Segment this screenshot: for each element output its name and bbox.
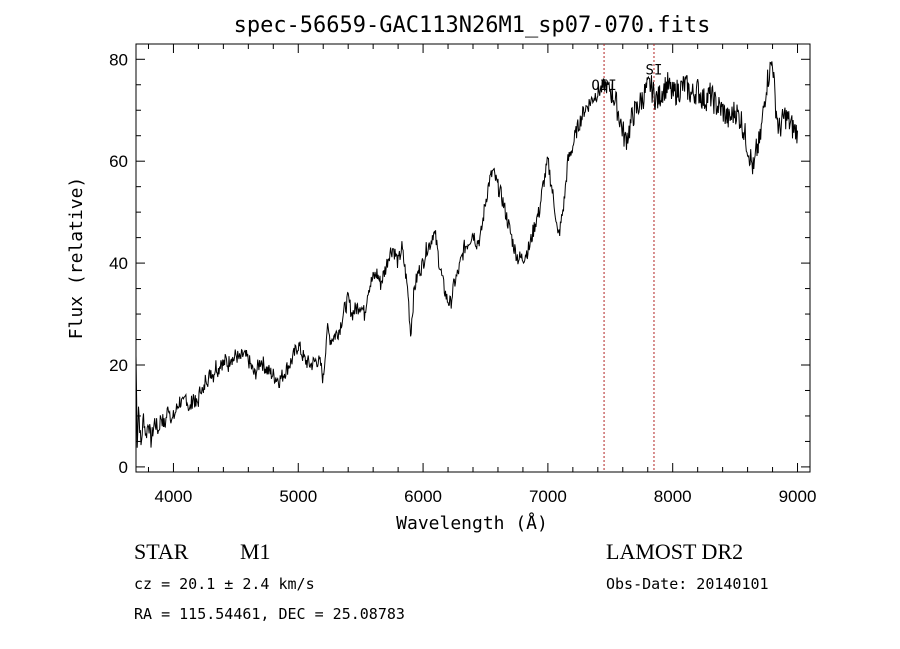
object-subclass: M1: [240, 539, 271, 564]
y-axis-label: Flux (relative): [66, 177, 87, 340]
x-tick-label: 9000: [779, 487, 817, 506]
x-tick-label: 6000: [404, 487, 442, 506]
survey-name: LAMOST DR2: [606, 539, 743, 564]
marker-label: SI: [646, 63, 663, 79]
y-tick-label: 40: [109, 254, 128, 273]
y-tick-label: 0: [119, 458, 128, 477]
coordinates-text: RA = 115.54461, DEC = 25.08783: [134, 605, 405, 623]
plot-frame: [135, 43, 811, 473]
x-tick-label: 5000: [279, 487, 317, 506]
axis-ticks: 4000 5000 6000 7000 8000 9000 0 20 40 60 80: [109, 44, 816, 506]
x-tick-label: 4000: [155, 487, 193, 506]
y-tick-label: 60: [109, 152, 128, 171]
y-tick-label: 80: [109, 50, 128, 69]
object-class: STAR: [134, 539, 189, 564]
x-tick-label: 7000: [529, 487, 567, 506]
spectrum-line: [135, 61, 798, 448]
chart-title: spec-56659-GAC113N26M1_sp07-070.fits: [234, 13, 711, 38]
velocity-text: cz = 20.1 ± 2.4 km/s: [134, 575, 315, 593]
y-tick-label: 20: [109, 356, 128, 375]
obs-date-text: Obs-Date: 20140101: [606, 575, 769, 593]
x-axis-label: Wavelength (Å): [396, 512, 548, 534]
x-tick-label: 8000: [654, 487, 692, 506]
